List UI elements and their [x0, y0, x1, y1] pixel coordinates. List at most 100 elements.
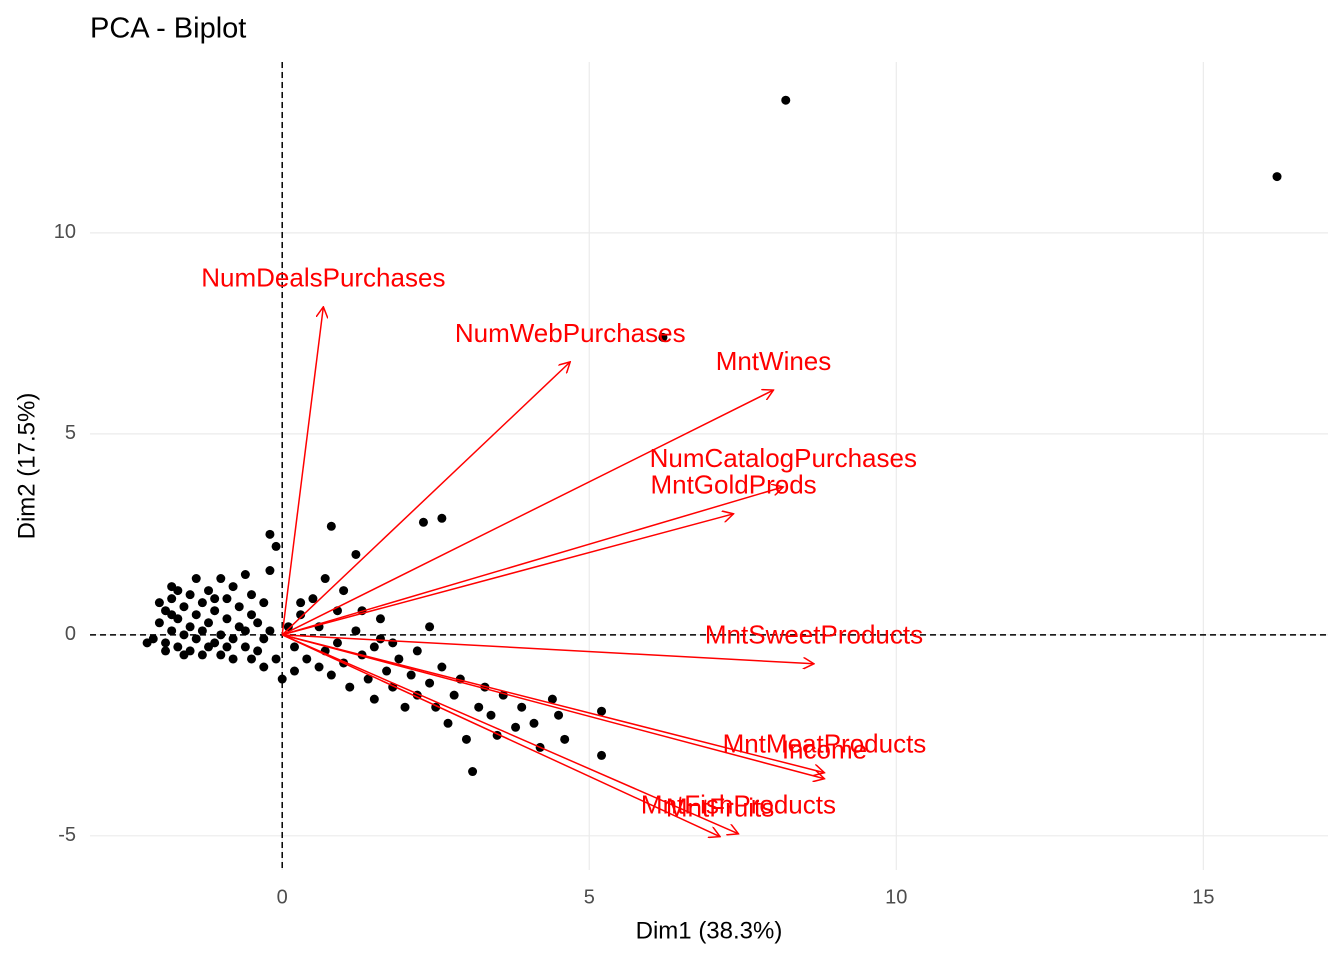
- point: [173, 586, 183, 596]
- point: [197, 598, 207, 608]
- point: [314, 662, 324, 672]
- point: [363, 674, 373, 684]
- x-tick-label: 0: [277, 886, 288, 908]
- point: [197, 650, 207, 660]
- point: [265, 566, 275, 576]
- loading-label: Income: [782, 735, 867, 765]
- point: [1272, 172, 1282, 182]
- point: [271, 654, 281, 664]
- point: [185, 622, 195, 632]
- y-tick-label: -5: [58, 824, 76, 846]
- point: [781, 95, 791, 105]
- x-tick-label: 15: [1192, 886, 1214, 908]
- point: [173, 642, 183, 652]
- point: [222, 614, 232, 624]
- point: [425, 678, 435, 688]
- point: [234, 602, 244, 612]
- loading-label: MntSweetProducts: [705, 620, 923, 650]
- point: [253, 618, 263, 628]
- point: [461, 734, 471, 744]
- point: [296, 610, 306, 620]
- point: [204, 586, 214, 596]
- point: [437, 662, 447, 672]
- loading-arrow: [281, 634, 720, 837]
- point: [425, 622, 435, 632]
- point: [167, 594, 177, 604]
- point: [511, 722, 521, 732]
- point: [554, 710, 564, 720]
- point: [375, 634, 385, 644]
- point: [265, 626, 275, 636]
- point: [228, 634, 238, 644]
- point: [210, 606, 220, 616]
- point: [210, 594, 220, 604]
- point: [302, 654, 312, 664]
- point: [320, 574, 330, 584]
- loading-label: MntMeatProducts: [723, 729, 927, 759]
- loading-arrow: [281, 390, 773, 636]
- loading-label: NumWebPurchases: [455, 318, 686, 348]
- point: [375, 614, 385, 624]
- point: [167, 626, 177, 636]
- point: [265, 529, 275, 539]
- point: [369, 694, 379, 704]
- point: [597, 706, 607, 716]
- loading-arrow: [282, 514, 733, 636]
- point: [222, 594, 232, 604]
- point: [191, 574, 201, 584]
- loading-arrow: [282, 634, 824, 779]
- loading-arrow: [282, 634, 814, 664]
- point: [179, 650, 189, 660]
- loading-arrow: [281, 362, 570, 636]
- y-axis-title: Dim2 (17.5%): [13, 393, 40, 540]
- loading-arrow: [281, 307, 323, 635]
- point: [216, 630, 226, 640]
- point: [560, 734, 570, 744]
- y-tick-label: 10: [54, 221, 76, 243]
- point: [277, 674, 287, 684]
- point: [240, 570, 250, 580]
- point: [185, 590, 195, 600]
- point: [326, 521, 336, 531]
- loading-arrow: [281, 487, 783, 636]
- loading-arrow: [281, 634, 738, 834]
- point: [345, 682, 355, 692]
- chart-title: PCA - Biplot: [90, 13, 246, 45]
- point: [204, 618, 214, 628]
- point: [369, 642, 379, 652]
- point: [222, 642, 232, 652]
- x-axis-title: Dim1 (38.3%): [636, 917, 783, 944]
- point: [597, 750, 607, 760]
- point: [658, 332, 668, 342]
- point: [289, 642, 299, 652]
- point: [191, 634, 201, 644]
- point: [326, 670, 336, 680]
- point: [517, 702, 527, 712]
- point: [259, 634, 269, 644]
- x-tick-label: 5: [584, 886, 595, 908]
- y-tick-label: 0: [65, 623, 76, 645]
- loading-label: MntFruits: [666, 793, 774, 823]
- point: [400, 702, 410, 712]
- point: [179, 630, 189, 640]
- point: [154, 598, 164, 608]
- point: [474, 702, 484, 712]
- point: [228, 582, 238, 592]
- point: [259, 662, 269, 672]
- point: [228, 654, 238, 664]
- point: [296, 598, 306, 608]
- point: [259, 598, 269, 608]
- point: [406, 670, 416, 680]
- point: [167, 610, 177, 620]
- point: [339, 586, 349, 596]
- point: [247, 590, 257, 600]
- loading-label: MntFishProducts: [641, 790, 836, 820]
- point: [179, 602, 189, 612]
- point: [529, 718, 539, 728]
- loading-label: NumCatalogPurchases: [650, 443, 917, 473]
- point: [154, 618, 164, 628]
- point: [148, 634, 158, 644]
- y-tick-label: 5: [65, 422, 76, 444]
- point: [271, 541, 281, 551]
- point: [204, 642, 214, 652]
